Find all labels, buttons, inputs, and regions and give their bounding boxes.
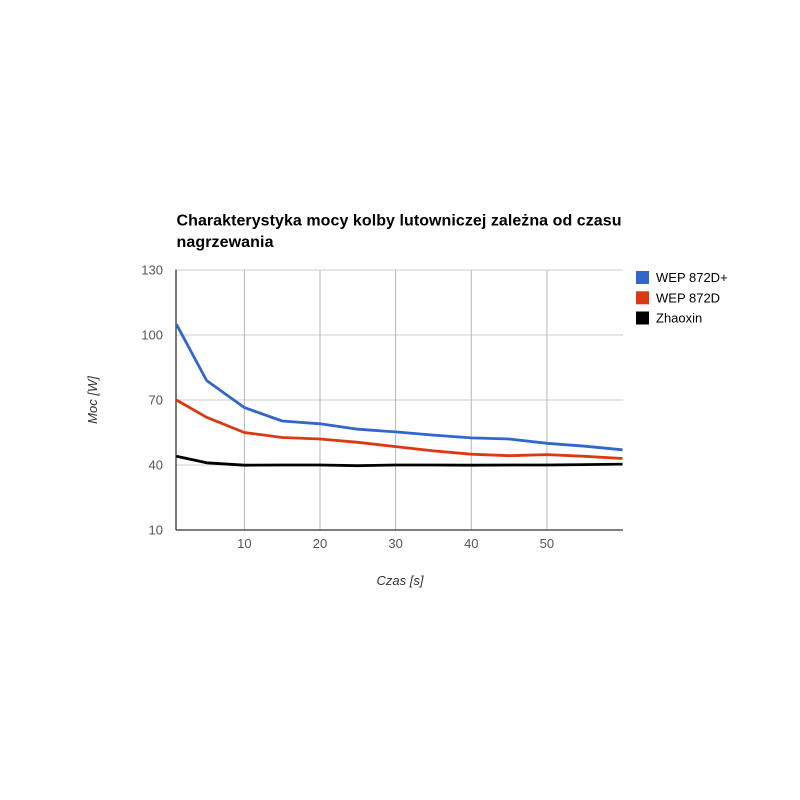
svg-text:Zhaoxin: Zhaoxin [656,311,702,326]
svg-text:10: 10 [237,536,251,551]
svg-text:30: 30 [388,536,402,551]
svg-text:nagrzewania: nagrzewania [177,234,274,251]
svg-text:130: 130 [141,263,163,278]
svg-text:20: 20 [313,536,327,551]
svg-text:Moc [W]: Moc [W] [85,376,100,424]
svg-text:40: 40 [464,536,478,551]
svg-text:10: 10 [149,523,163,538]
svg-text:70: 70 [149,393,163,408]
svg-text:40: 40 [149,458,163,473]
svg-text:Czas [s]: Czas [s] [377,573,424,588]
svg-text:WEP 872D: WEP 872D [656,290,720,305]
svg-text:Charakterystyka mocy kolby lut: Charakterystyka mocy kolby lutowniczej z… [177,213,622,230]
svg-text:WEP 872D+: WEP 872D+ [656,270,728,285]
svg-text:100: 100 [141,328,163,343]
svg-text:50: 50 [540,536,554,551]
